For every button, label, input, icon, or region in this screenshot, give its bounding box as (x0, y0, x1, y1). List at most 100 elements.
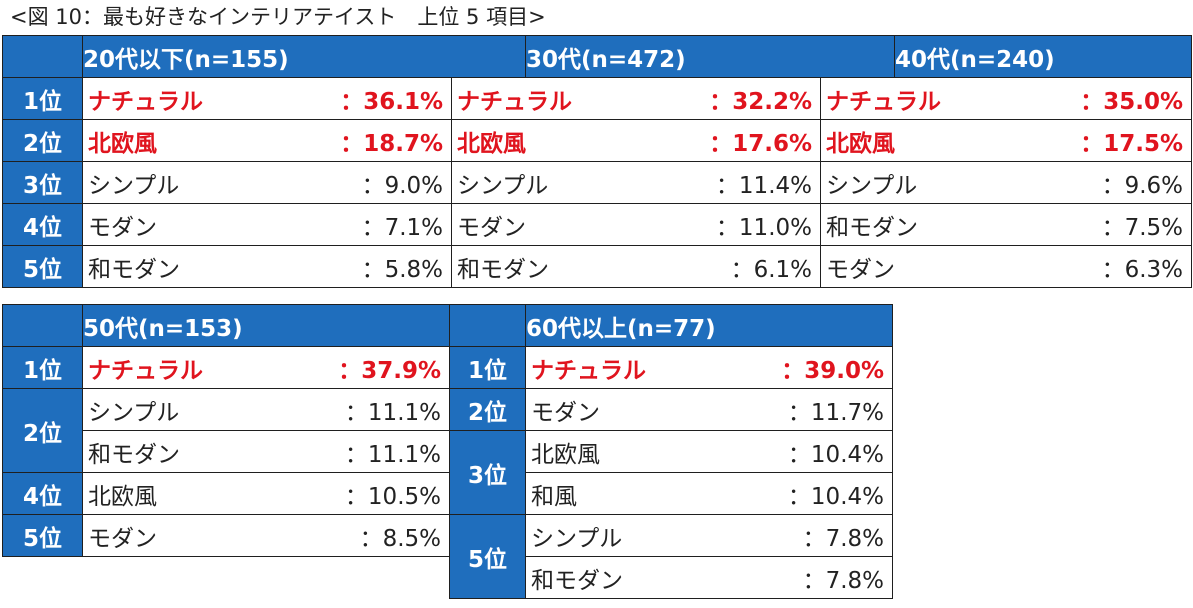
item-name: モダン (457, 214, 526, 241)
item-name: 北欧風 (531, 441, 600, 468)
item-percent: ：7.8% (802, 525, 884, 552)
item-name: 和モダン (457, 256, 549, 283)
item-cell: ナチュラル ：32.2% (451, 77, 821, 120)
rank-label: 2位 (449, 388, 526, 431)
figure-caption: <図 10：最も好きなインテリアテイスト 上位 5 項目> (10, 5, 546, 29)
item-percent: ：9.6% (1101, 172, 1183, 199)
group-header-60s: 60代以上(n=77) (525, 304, 893, 347)
header-row: 50代(n=153) (2, 304, 450, 347)
rank-label: 1位 (449, 346, 526, 389)
item-percent: ：7.5% (1101, 214, 1183, 241)
item-cell: シンプル ：9.0% (82, 161, 452, 204)
item-name: 北欧風 (826, 130, 895, 157)
item-percent: ：11.7% (787, 399, 884, 426)
rank-label: 3位 (449, 430, 526, 515)
table-row: 1位 ナチュラル ：36.1% ナチュラル ：32.2% ナチュラル ：35.0% (2, 77, 1192, 120)
item-cell: 和モダン ：11.1% (82, 430, 450, 473)
item-cell: 北欧風 ：18.7% (82, 119, 452, 162)
item-name: 北欧風 (88, 483, 157, 510)
table-row: 和モダン ：7.8% (450, 556, 893, 599)
item-percent: ：18.7% (340, 130, 443, 157)
item-cell: モダン ：11.7% (525, 388, 893, 431)
item-cell: 北欧風 ：17.5% (820, 119, 1192, 162)
table-row: 3位 シンプル ：9.0% シンプル ：11.4% シンプル ：9.6% (2, 161, 1192, 204)
item-name: ナチュラル (826, 88, 941, 115)
item-percent: ：39.0% (781, 357, 884, 384)
item-cell: 北欧風 ：10.4% (525, 430, 893, 473)
item-name: シンプル (826, 172, 918, 199)
item-percent: ：11.1% (344, 441, 441, 468)
item-percent: ：35.0% (1080, 88, 1183, 115)
item-percent: ：11.4% (715, 172, 812, 199)
item-cell: モダン ：11.0% (451, 203, 821, 246)
item-percent: ：10.5% (344, 483, 441, 510)
rank-label: 4位 (2, 472, 83, 515)
rank-label: 1位 (2, 346, 83, 389)
item-percent: ：36.1% (340, 88, 443, 115)
item-cell: シンプル ：9.6% (820, 161, 1192, 204)
table-row: 1位 ナチュラル ：39.0% (449, 346, 893, 389)
header-row: 60代以上(n=77) (449, 304, 893, 347)
item-percent: ：32.2% (709, 88, 812, 115)
item-cell: 和風 ：10.4% (525, 472, 893, 515)
table-row: 和モダン ：11.1% (3, 430, 450, 473)
item-percent: ：9.0% (361, 172, 443, 199)
item-name: 和モダン (88, 441, 180, 468)
item-name: ナチュラル (457, 88, 572, 115)
item-name: モダン (88, 214, 157, 241)
item-cell: モダン ：8.5% (82, 514, 450, 557)
table-row: 5位 モダン ：8.5% (2, 514, 450, 557)
table-row: 5位 和モダン ：5.8% 和モダン ：6.1% モダン ：6.3% (2, 245, 1192, 288)
item-cell: ナチュラル ：36.1% (82, 77, 452, 120)
item-cell: ナチュラル ：39.0% (525, 346, 893, 389)
rank-label: 3位 (2, 161, 83, 204)
table-row: 3位 北欧風 ：10.4% (449, 430, 893, 515)
item-cell: ナチュラル ：37.9% (82, 346, 450, 389)
item-percent: ：10.4% (787, 441, 884, 468)
item-name: モダン (826, 256, 895, 283)
item-percent: ：37.9% (338, 357, 441, 384)
table-row: 2位 モダン ：11.7% (449, 388, 893, 431)
item-cell: シンプル ：7.8% (525, 514, 893, 557)
item-name: ナチュラル (88, 88, 203, 115)
rank-label: 2位 (2, 119, 83, 162)
item-cell: ナチュラル ：35.0% (820, 77, 1192, 120)
ranking-table-60s: 60代以上(n=77) 1位 ナチュラル ：39.0% 2位 モダン ：11.7% … (449, 304, 893, 599)
item-cell: 北欧風 ：10.5% (82, 472, 450, 515)
rank-label: 5位 (2, 514, 83, 557)
table-row: 2位 北欧風 ：18.7% 北欧風 ：17.6% 北欧風 ：17.5% (2, 119, 1192, 162)
rank-label: 4位 (2, 203, 83, 246)
item-name: 北欧風 (457, 130, 526, 157)
item-name: 北欧風 (88, 130, 157, 157)
item-cell: シンプル ：11.1% (82, 388, 450, 431)
group-header-50s: 50代(n=153) (82, 304, 450, 347)
item-name: シンプル (88, 172, 180, 199)
item-name: モダン (531, 399, 600, 426)
rank-label: 2位 (2, 388, 83, 473)
item-percent: ：7.1% (361, 214, 443, 241)
ranking-table-50s: 50代(n=153) 1位 ナチュラル ：37.9% 2位 シンプル ：11.1% … (2, 304, 450, 557)
item-name: シンプル (457, 172, 549, 199)
group-header-30s: 30代(n=472) (525, 35, 895, 78)
item-cell: 北欧風 ：17.6% (451, 119, 821, 162)
item-cell: 和モダン ：6.1% (451, 245, 821, 288)
item-cell: モダン ：6.3% (820, 245, 1192, 288)
item-percent: ：5.8% (361, 256, 443, 283)
group-header-20s: 20代以下(n=155) (82, 35, 526, 78)
table-row: 5位 シンプル ：7.8% (449, 514, 893, 599)
item-name: ナチュラル (88, 357, 203, 384)
header-corner (2, 304, 83, 347)
item-name: 和風 (531, 483, 577, 510)
item-cell: モダン ：7.1% (82, 203, 452, 246)
ranking-table-top: 20代以下(n=155) 30代(n=472) 40代(n=240) 1位 ナチ… (2, 35, 1192, 288)
item-percent: ：10.4% (787, 483, 884, 510)
item-cell: 和モダン ：7.8% (525, 556, 893, 599)
item-percent: ：8.5% (359, 525, 441, 552)
rank-label: 5位 (449, 514, 526, 599)
item-percent: ：7.8% (802, 567, 884, 594)
item-name: シンプル (88, 399, 180, 426)
rank-label: 1位 (2, 77, 83, 120)
header-corner (449, 304, 526, 347)
header-corner (2, 35, 83, 78)
item-name: シンプル (531, 525, 623, 552)
